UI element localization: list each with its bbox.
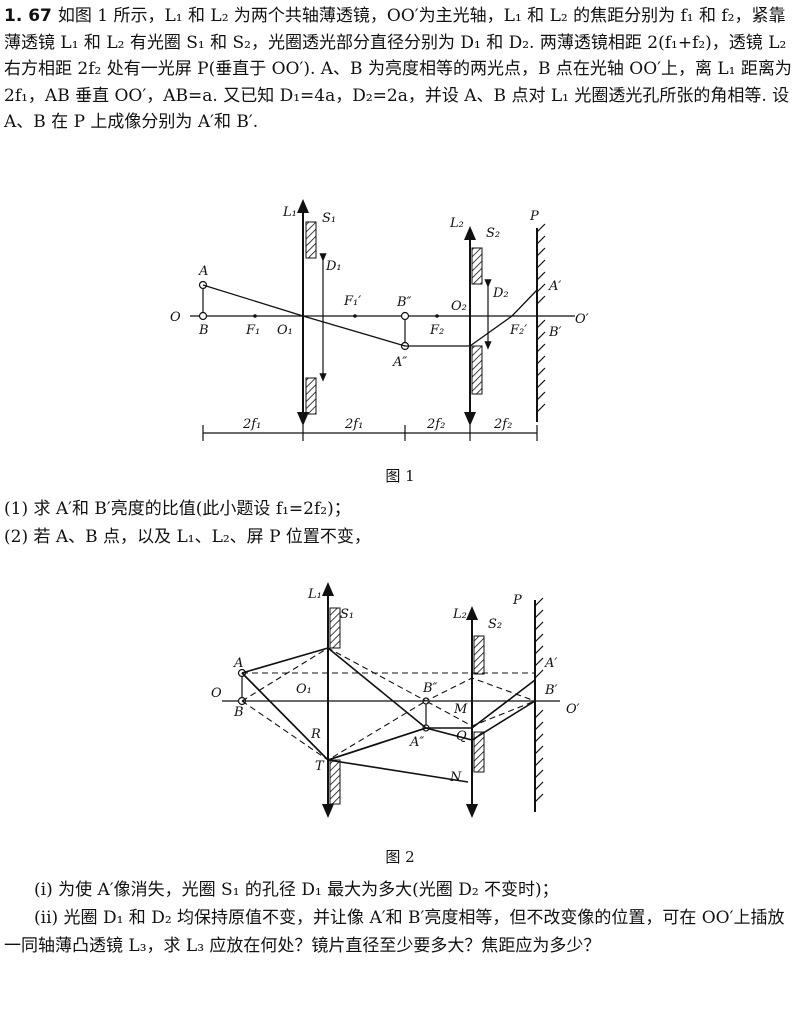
label-ap-2: A′ [544, 656, 557, 671]
aperture-s2-bottom-2 [473, 731, 485, 773]
label-bp-2: B′ [544, 683, 558, 698]
label-bpp-2: B″ [422, 681, 438, 696]
question-2: (2) 若 A、B 点，以及 L₁、L₂、屏 P 位置不变， [4, 527, 371, 547]
figure-1: 2f₁ 2f₁ 2f₂ 2f₂ L₁ S₁ L₂ S₂ P A O B F₁ O… [170, 199, 589, 441]
figure-1-caption: 图 1 [385, 467, 415, 485]
label-s2-2: S₂ [488, 617, 502, 632]
label-f1p: F₁′ [343, 294, 361, 309]
problem-number: 1. 67 [4, 6, 52, 26]
label-l2: L₂ [449, 216, 464, 231]
label-ap: A′ [548, 279, 561, 294]
aperture-s1-top-2 [329, 607, 341, 649]
label-n-2: N [449, 770, 462, 785]
label-d2: D₂ [492, 286, 509, 301]
dim-2f2-a: 2f₂ [426, 417, 445, 432]
label-s1-2: S₁ [340, 607, 354, 622]
label-app-2: A″ [409, 735, 424, 750]
label-l2-2: L₂ [452, 607, 467, 622]
aperture-s2-top [471, 247, 483, 285]
point-bpp [400, 311, 410, 321]
label-a: A [198, 264, 208, 279]
point-b [198, 311, 208, 321]
question-1: (1) 求 A′和 B′亮度的比值(此小题设 f₁=2f₂)； [4, 499, 351, 519]
label-o: O [170, 310, 181, 325]
label-r-2: R [310, 727, 321, 742]
problem-text: 1. 67 如图 1 所示，L₁ 和 L₂ 为两个共轴薄透镜，OO′为主光轴，L₁… [4, 3, 794, 136]
label-q-2: Q [456, 729, 467, 744]
dim-2f2-b: 2f₂ [493, 417, 512, 432]
label-a-2: A [233, 656, 243, 671]
aperture-s1-bottom [305, 377, 317, 415]
subquestion-i: (i) 为使 A′像消失，光圈 S₁ 的孔径 D₁ 最大为多大(光圈 D₂ 不变… [34, 880, 559, 900]
label-b: B [198, 323, 209, 338]
label-o-2: O [211, 686, 222, 701]
label-p: P [529, 209, 539, 224]
label-app: A″ [392, 355, 407, 370]
label-f2: F₂ [429, 323, 444, 338]
aperture-s2-bottom [471, 345, 483, 395]
label-l1-2: L₁ [307, 587, 322, 602]
subquestion-ii: (ii) 光圈 D₁ 和 D₂ 均保持原值不变，并让像 A′和 B′亮度相等，但… [4, 908, 785, 956]
label-o2: O₂ [451, 299, 467, 314]
label-o1-2: O₁ [296, 682, 312, 697]
label-op: O′ [575, 312, 589, 327]
figure-2-caption: 图 2 [385, 848, 415, 866]
label-m-2: M [453, 702, 468, 717]
label-b-2: B [233, 705, 244, 720]
aperture-s2-top-2 [473, 635, 485, 675]
label-f2p: F₂′ [509, 323, 527, 338]
label-l1: L₁ [282, 205, 297, 220]
label-s2: S₂ [486, 226, 500, 241]
label-bpp: B″ [396, 295, 412, 310]
dim-2f1-a: 2f₁ [242, 417, 261, 432]
label-f1: F₁ [245, 323, 260, 338]
label-s1: S₁ [322, 211, 336, 226]
label-o1: O₁ [277, 323, 293, 338]
problem-body: 如图 1 所示，L₁ 和 L₂ 为两个共轴薄透镜，OO′为主光轴，L₁ 和 L₂… [4, 6, 792, 132]
ray [202, 284, 538, 347]
label-bp: B′ [548, 325, 562, 340]
aperture-s1-top [305, 221, 317, 259]
aperture-s1-bottom-2 [329, 759, 341, 805]
figure-2: L₁ S₁ L₂ S₂ P A O B O₁ R T B″ A″ M Q N A… [211, 582, 580, 818]
label-t-2: T [315, 759, 325, 774]
dim-2f1-b: 2f₁ [344, 417, 363, 432]
label-d1: D₁ [325, 259, 342, 274]
label-p-2: P [512, 593, 522, 608]
label-op-2: O′ [566, 702, 580, 717]
